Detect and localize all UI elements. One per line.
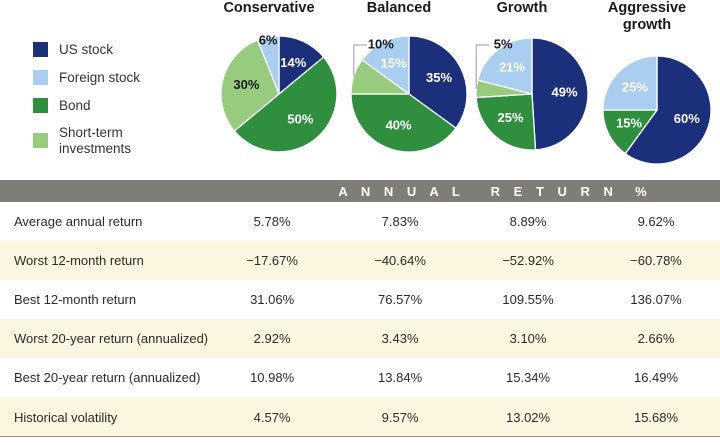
svg-text:25%: 25% — [497, 110, 523, 125]
svg-text:15%: 15% — [381, 55, 407, 70]
svg-text:50%: 50% — [287, 111, 313, 126]
svg-text:21%: 21% — [499, 59, 525, 74]
svg-text:25%: 25% — [622, 80, 648, 95]
svg-text:40%: 40% — [386, 117, 412, 132]
svg-text:30%: 30% — [233, 77, 259, 92]
svg-text:60%: 60% — [674, 111, 700, 126]
svg-text:14%: 14% — [280, 55, 306, 70]
svg-text:10%: 10% — [368, 36, 394, 51]
svg-text:5%: 5% — [494, 36, 513, 51]
svg-text:15%: 15% — [616, 116, 642, 131]
svg-text:6%: 6% — [259, 32, 278, 47]
